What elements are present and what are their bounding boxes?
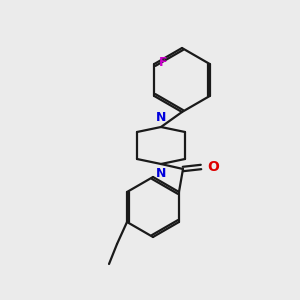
- Text: N: N: [156, 167, 166, 180]
- Text: F: F: [159, 56, 168, 70]
- Text: N: N: [156, 111, 166, 124]
- Text: O: O: [207, 160, 219, 174]
